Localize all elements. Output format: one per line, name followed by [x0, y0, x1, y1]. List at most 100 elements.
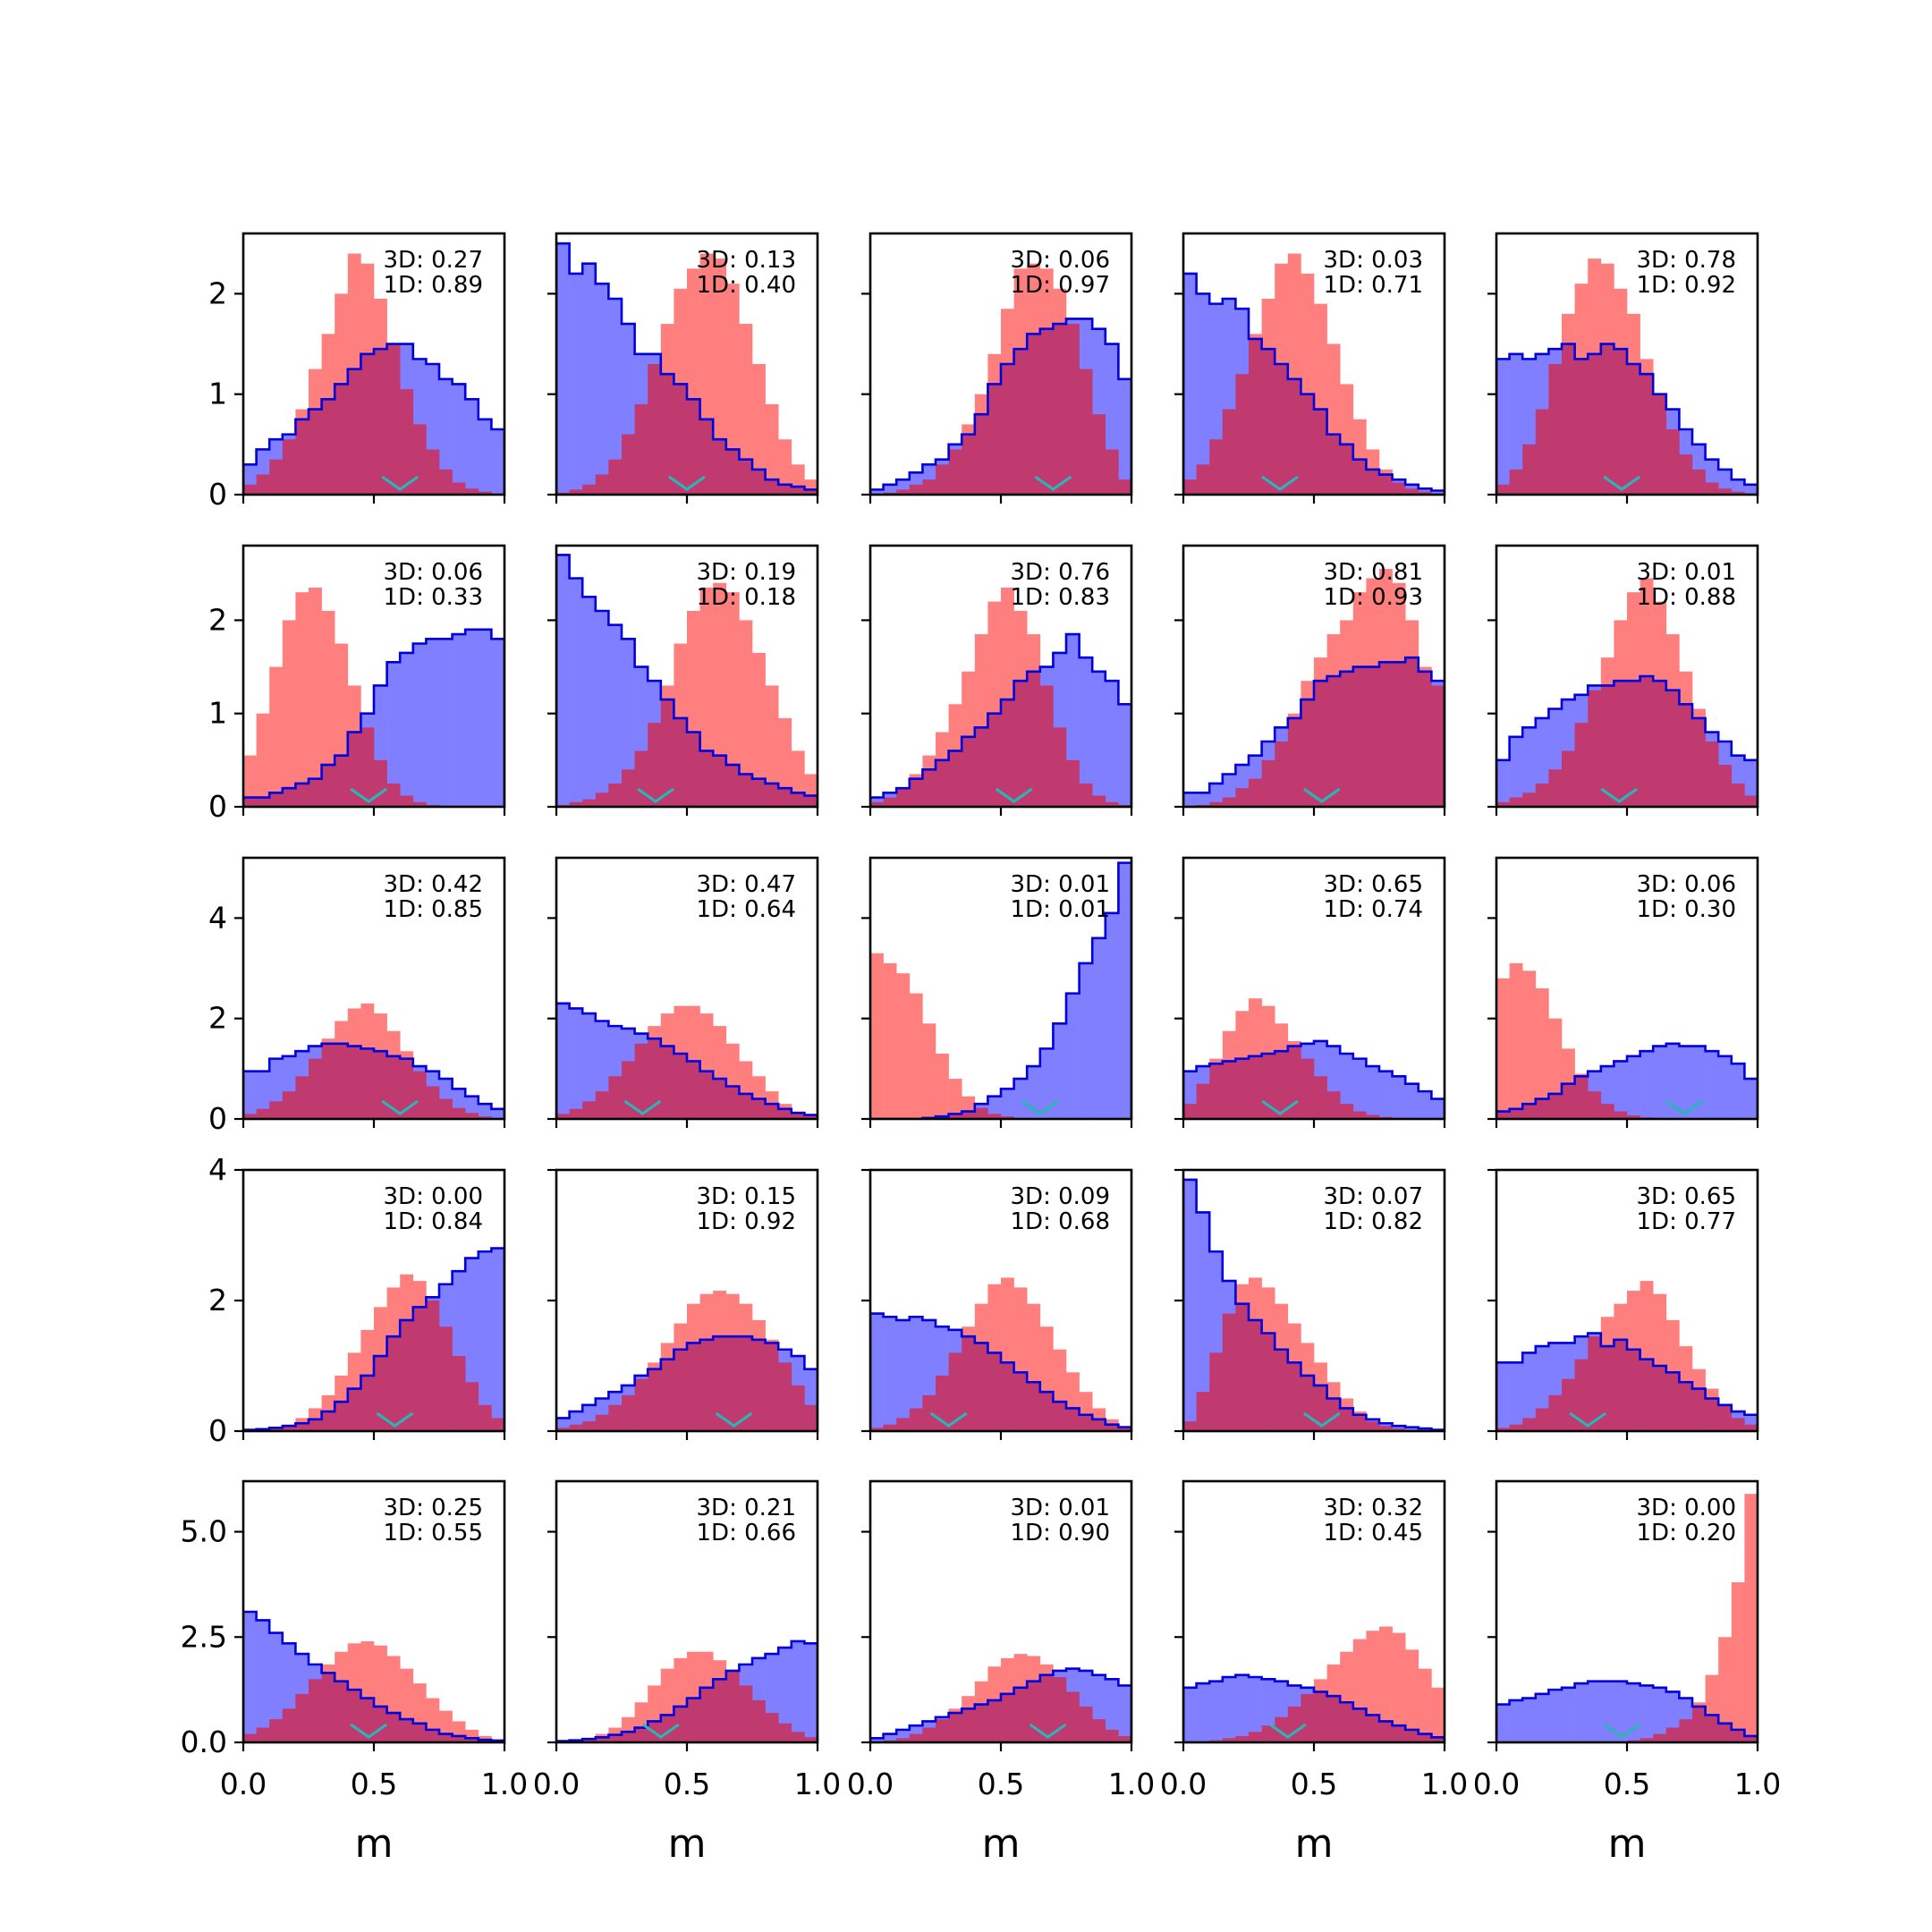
plot-area — [1496, 1494, 1758, 1742]
overlap-bar — [804, 795, 818, 807]
overlap-bar — [1600, 1104, 1614, 1119]
overlap-bar — [582, 799, 597, 807]
red-bar — [321, 1664, 335, 1674]
red-bar — [1366, 1631, 1380, 1716]
overlap-bar — [1352, 1708, 1367, 1742]
overlap-bar — [1379, 662, 1393, 807]
red-bar — [1013, 268, 1028, 350]
blue-step-line — [870, 632, 1131, 807]
plot-area — [870, 1277, 1131, 1431]
overlap-bar — [1692, 1706, 1706, 1742]
overlap-bar — [1352, 1414, 1367, 1431]
blue-step-line — [556, 1002, 818, 1119]
overlap-bar — [1001, 1362, 1014, 1431]
overlap-bar — [1222, 797, 1236, 807]
label-3d: 3D: 0.27 — [384, 247, 483, 274]
overlap-bar — [608, 1404, 623, 1431]
plot-area — [1496, 258, 1758, 495]
overlap-bar — [1392, 662, 1406, 807]
label-1d: 1D: 0.88 — [1637, 584, 1736, 611]
x-tick-label: 1.0 — [794, 1767, 841, 1801]
overlap-bar — [1001, 1693, 1014, 1742]
overlap-bar — [1001, 1116, 1014, 1119]
red-bar — [1496, 978, 1510, 1112]
blue-bar — [1352, 1058, 1367, 1119]
red-bar — [1692, 708, 1706, 718]
overlap-bar — [1301, 394, 1315, 495]
blue-bar — [1340, 1054, 1354, 1119]
blue-bar — [1209, 1681, 1224, 1742]
blue-bar — [243, 1071, 257, 1119]
overlap-bar — [1522, 792, 1537, 807]
overlap-bar — [1600, 343, 1614, 495]
estimate-marker — [715, 1411, 753, 1428]
red-bar — [295, 1418, 309, 1424]
overlap-bar — [1705, 1398, 1719, 1431]
overlap-bar — [622, 1394, 635, 1431]
overlap-bar — [491, 1418, 504, 1431]
overlap-bar — [1249, 778, 1262, 807]
x-tick-label: 0.5 — [1604, 1767, 1650, 1801]
overlap-bar — [725, 1086, 740, 1119]
overlap-bar — [321, 765, 335, 807]
label-1d: 1D: 0.93 — [1324, 584, 1423, 611]
overlap-bar — [725, 449, 740, 495]
overlap-bar — [962, 1111, 976, 1119]
blue-bar — [1405, 1083, 1419, 1119]
label-1d: 1D: 0.66 — [697, 1520, 796, 1546]
blue-bar — [1548, 1690, 1563, 1742]
blue-bar — [426, 639, 440, 807]
overlap-bar — [1222, 1313, 1236, 1431]
red-bar — [948, 1079, 962, 1114]
estimate-marker — [641, 1723, 680, 1739]
overlap-bar — [1744, 795, 1758, 807]
blue-bar — [478, 1104, 492, 1119]
red-bar — [1352, 592, 1367, 667]
overlap-bar — [374, 1706, 387, 1742]
overlap-bar — [1418, 1733, 1432, 1742]
overlap-bar — [622, 769, 635, 807]
red-bar — [412, 1683, 427, 1724]
red-bar — [1039, 1326, 1054, 1393]
overlap-bar — [1574, 1359, 1589, 1431]
overlap-bar — [1574, 359, 1589, 495]
overlap-bar — [804, 1737, 818, 1742]
overlap-bar — [1183, 479, 1197, 495]
overlap-bar — [360, 1048, 375, 1119]
red-bar — [1027, 1656, 1041, 1682]
overlap-bar — [739, 459, 753, 495]
blue-bar — [870, 1313, 884, 1431]
overlap-bar — [791, 487, 805, 495]
overlap-bar — [412, 1307, 427, 1431]
plot-area — [556, 1291, 818, 1431]
red-bar — [713, 258, 727, 440]
overlap-bar — [713, 439, 727, 495]
y-tick-label: 2 — [208, 602, 227, 637]
overlap-bar — [608, 1734, 623, 1742]
red-bar — [936, 1054, 949, 1117]
red-bar — [1731, 1582, 1745, 1730]
red-bar — [1744, 1494, 1758, 1736]
overlap-bar — [1418, 491, 1432, 495]
blue-bar — [883, 1317, 897, 1431]
red-bar — [674, 643, 688, 718]
estimate-marker — [1302, 1411, 1341, 1428]
blue-bar — [778, 1648, 792, 1742]
overlap-bar — [739, 1336, 753, 1431]
overlap-bar — [1092, 1719, 1106, 1742]
overlap-bar — [360, 353, 375, 495]
overlap-bar — [1705, 482, 1719, 495]
red-bar — [1249, 1277, 1262, 1320]
overlap-bar — [948, 750, 962, 807]
estimate-marker — [995, 787, 1033, 803]
plot-area — [556, 1640, 818, 1742]
overlap-bar — [1535, 409, 1549, 495]
overlap-bar — [1366, 666, 1380, 807]
estimate-marker — [668, 475, 706, 491]
red-bar — [713, 1660, 727, 1680]
label-3d: 3D: 0.78 — [1637, 247, 1736, 274]
